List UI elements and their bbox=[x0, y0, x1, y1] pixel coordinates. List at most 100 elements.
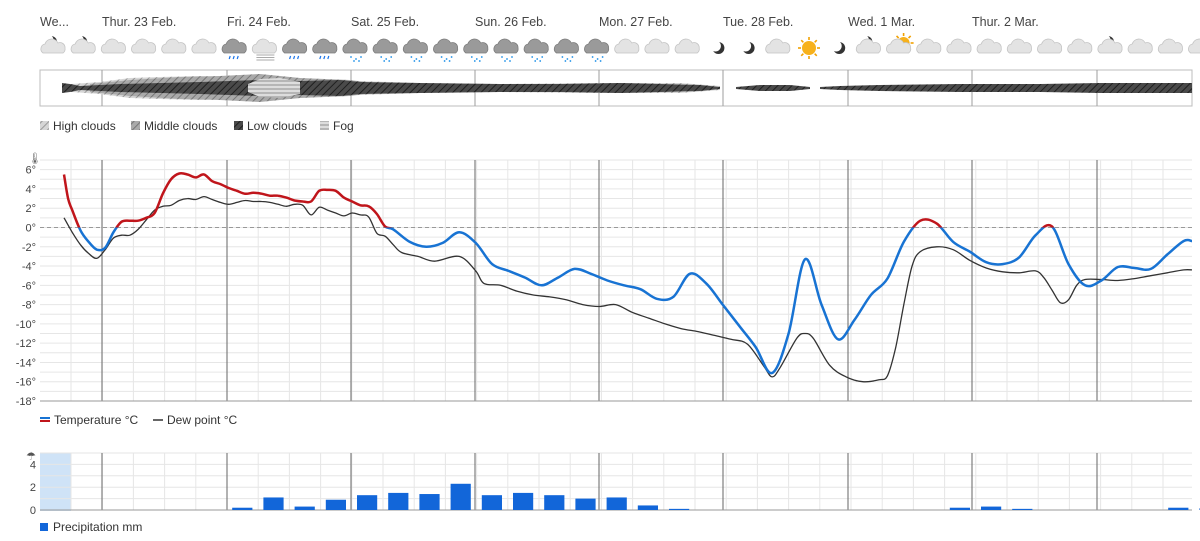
moon-icon bbox=[830, 40, 846, 54]
cloud-icon bbox=[191, 38, 217, 54]
y-tick-label: 6° bbox=[25, 165, 36, 177]
cloud-cover-band bbox=[39, 69, 1193, 107]
cloud-icon bbox=[161, 38, 187, 54]
precipitation-bar bbox=[1012, 508, 1033, 510]
cloud-icon bbox=[1127, 38, 1153, 54]
y-tick-label: 0 bbox=[30, 505, 36, 517]
cloud-icon bbox=[1188, 38, 1200, 54]
temperature-line-above-zero bbox=[62, 171, 1055, 228]
low-cloud-area bbox=[62, 80, 720, 96]
cloud-icon bbox=[644, 38, 670, 54]
y-tick-label: 4° bbox=[25, 184, 36, 196]
cloud-legend-label: High clouds bbox=[53, 119, 116, 133]
cloud-moon-icon bbox=[40, 34, 66, 54]
cloud-legend-swatch bbox=[234, 121, 243, 130]
cloud-icon bbox=[1037, 38, 1063, 54]
precipitation-bar bbox=[1168, 507, 1189, 510]
precipitation-bar bbox=[981, 506, 1002, 510]
cloud-icon bbox=[946, 38, 972, 54]
thermometer-icon: 🌡 bbox=[28, 152, 42, 165]
precipitation-chart: 4 2 0 ☂ bbox=[26, 450, 1200, 517]
weather-icon-row bbox=[40, 33, 1200, 62]
day-label: Fri. 24 Feb. bbox=[227, 15, 291, 29]
cloud-rain-icon bbox=[221, 38, 247, 60]
cloud-fog-icon bbox=[251, 38, 277, 61]
cloud-icon bbox=[674, 38, 700, 54]
cloud-legend-swatch bbox=[320, 121, 329, 130]
y-tick-label: -16° bbox=[16, 377, 36, 389]
cloud-icon bbox=[1006, 38, 1032, 54]
day-label: Tue. 28 Feb. bbox=[723, 15, 793, 29]
day-label: Mon. 27 Feb. bbox=[599, 15, 673, 29]
precipitation-bar bbox=[325, 499, 346, 510]
precipitation-bar bbox=[637, 505, 658, 510]
cloud-legend-swatch bbox=[131, 121, 140, 130]
precipitation-bar bbox=[450, 483, 471, 510]
cloud-legend-label: Low clouds bbox=[247, 119, 307, 133]
precipitation-bar bbox=[949, 507, 970, 510]
low-cloud-area bbox=[736, 85, 810, 91]
y-tick-label: -18° bbox=[16, 396, 36, 408]
low-cloud-area bbox=[820, 83, 1192, 93]
temperature-chart: 6° 4° 2° 0° -2° -4° -6° -8° -10° -12° -14° -16° -18°… bbox=[16, 152, 1192, 408]
y-tick-label: -10° bbox=[16, 319, 36, 331]
cloud-snow-icon bbox=[493, 38, 519, 62]
y-tick-label: -14° bbox=[16, 357, 36, 369]
cloud-snow-icon bbox=[342, 38, 368, 62]
cloud-icon bbox=[131, 38, 157, 54]
precipitation-bar bbox=[294, 506, 315, 510]
day-label: Sun. 26 Feb. bbox=[475, 15, 547, 29]
dew-point-legend-label: Dew point °C bbox=[167, 413, 237, 427]
moon-icon bbox=[709, 40, 725, 54]
precipitation-bar bbox=[669, 508, 690, 510]
cloud-icon bbox=[100, 38, 126, 54]
precipitation-legend-label: Precipitation mm bbox=[53, 520, 142, 534]
y-tick-label: 4 bbox=[30, 459, 36, 471]
y-tick-label: -8° bbox=[22, 300, 36, 312]
cloud-drizzle-icon bbox=[282, 38, 308, 60]
umbrella-icon: ☂ bbox=[26, 450, 36, 463]
cloud-legend-swatch bbox=[40, 121, 49, 130]
y-tick-label: 2 bbox=[30, 482, 36, 494]
precipitation-bar bbox=[481, 495, 502, 510]
y-tick-label: -4° bbox=[22, 261, 36, 273]
sun-icon bbox=[798, 37, 820, 59]
day-label: Thur. 23 Feb. bbox=[102, 15, 176, 29]
precipitation-bar bbox=[606, 497, 627, 510]
cloud-legend: High clouds Middle clouds Low clouds Fog bbox=[40, 119, 354, 133]
y-tick-label: -2° bbox=[22, 242, 36, 254]
cloud-moon-icon bbox=[855, 34, 881, 54]
fog-area bbox=[248, 78, 300, 98]
y-tick-label: -6° bbox=[22, 280, 36, 292]
day-label: Sat. 25 Feb. bbox=[351, 15, 419, 29]
precipitation-bar bbox=[232, 507, 253, 510]
temperature-legend: Temperature °C Dew point °C bbox=[40, 413, 237, 427]
cloud-legend-label: Fog bbox=[333, 119, 354, 133]
y-tick-label: 0° bbox=[25, 222, 36, 234]
cloud-icon bbox=[916, 38, 942, 54]
cloud-snow-icon bbox=[553, 38, 579, 62]
dew-point-line bbox=[63, 195, 1192, 383]
precip-highlight bbox=[40, 453, 71, 511]
temperature-legend-label: Temperature °C bbox=[54, 413, 138, 427]
cloud-icon bbox=[1157, 38, 1183, 54]
cloud-icon bbox=[614, 38, 640, 54]
precipitation-bar bbox=[419, 494, 440, 510]
cloud-drizzle-icon bbox=[312, 38, 338, 60]
cloud-moon-icon bbox=[1097, 34, 1123, 54]
cloud-snow-icon bbox=[523, 38, 549, 62]
cloud-legend-label: Middle clouds bbox=[144, 119, 217, 133]
cloud-snow-icon bbox=[433, 38, 459, 62]
cloud-icon bbox=[1067, 38, 1093, 54]
precipitation-bar bbox=[544, 495, 565, 510]
cloud-snow-icon bbox=[402, 38, 428, 62]
cloud-snow-icon bbox=[372, 38, 398, 62]
precipitation-bar bbox=[263, 497, 284, 510]
cloud-icon bbox=[976, 38, 1002, 54]
y-tick-label: 2° bbox=[25, 203, 36, 215]
day-label: Thur. 2 Mar. bbox=[972, 15, 1039, 29]
cloud-sun-icon bbox=[886, 33, 914, 54]
cloud-snow-icon bbox=[463, 38, 489, 62]
day-label: Wed. 1 Mar. bbox=[848, 15, 915, 29]
